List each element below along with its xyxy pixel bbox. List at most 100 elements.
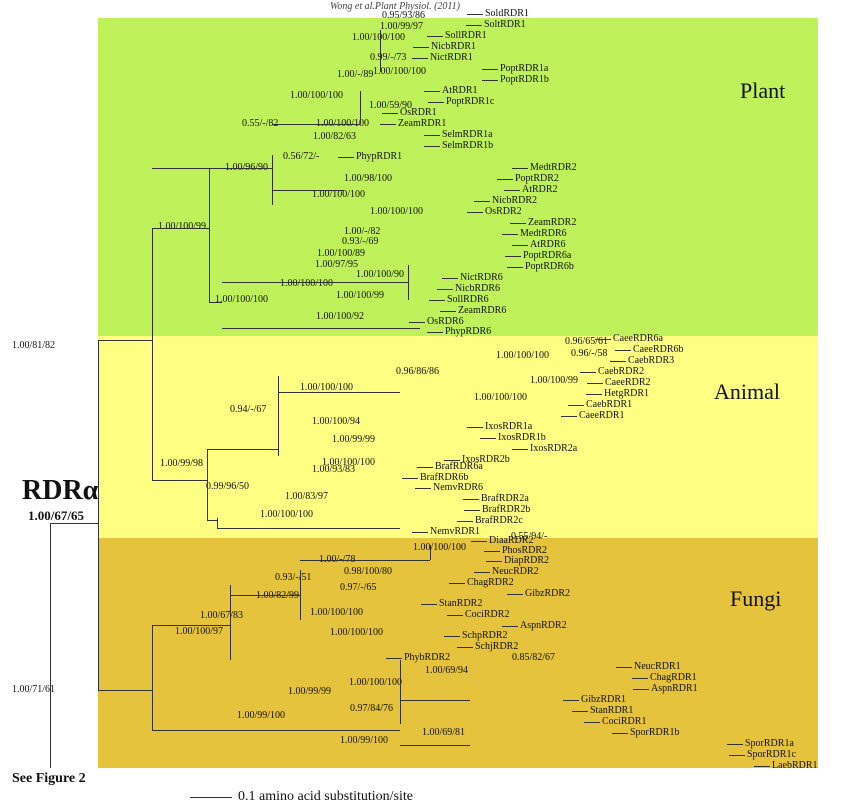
leaf-label: CaebRDR1 [586, 399, 633, 410]
leaf-label: AspnRDR2 [520, 620, 567, 631]
support-value: 1.00/100/100 [496, 350, 550, 361]
leaf-label: PoptRDR6b [525, 261, 574, 272]
leaf-branch [457, 521, 473, 522]
leaf-label: IxosRDR2a [530, 443, 578, 454]
support-value: 0.94/-/67 [230, 404, 267, 415]
leaf-label: SollRDR1 [445, 30, 487, 41]
leaf-branch [754, 766, 770, 767]
branch-vertical [98, 523, 99, 690]
leaf-branch [447, 615, 463, 616]
leaf-label: OsRDR2 [485, 206, 522, 217]
leaf-branch [386, 658, 402, 659]
leaf-branch [457, 647, 473, 648]
support-value: 1.00/100/100 [310, 607, 364, 618]
leaf-branch [449, 583, 465, 584]
support-value: 0.97/84/76 [350, 703, 394, 714]
leaf-branch [497, 179, 513, 180]
leaf-branch [409, 322, 425, 323]
branch-vertical [300, 570, 301, 620]
support-value: 1.00/99/98 [160, 458, 204, 469]
support-value: 1.00/82/63 [313, 131, 357, 142]
leaf-label: PhypRDR6 [445, 326, 492, 337]
leaf-label: SchjRDR2 [475, 641, 519, 652]
leaf-branch [633, 689, 649, 690]
leaf-branch [474, 572, 490, 573]
leaf-branch [444, 636, 460, 637]
leaf-branch [616, 667, 632, 668]
animal-region [98, 336, 818, 538]
leaf-label: ZeamRDR6 [458, 305, 507, 316]
leaf-label: CaeeRDR6b [633, 344, 684, 355]
leaf-branch [464, 510, 480, 511]
fungi-group-label: Fungi [730, 586, 782, 611]
leaf-label: CaebRDR3 [628, 355, 675, 366]
leaf-branch [484, 551, 500, 552]
root-connector [50, 523, 98, 524]
leaf-branch [424, 146, 440, 147]
support-value: 1.00/97/95 [315, 259, 359, 270]
leaf-branch [727, 744, 743, 745]
branch-horizontal [207, 449, 278, 450]
leaf-label: PoptRDR1b [500, 74, 549, 85]
support-value: 1.00/100/100 [330, 627, 384, 638]
support-value: 1.00/82/99 [256, 591, 299, 601]
leaf-label: NictRDR1 [430, 52, 473, 63]
leaf-branch [561, 416, 577, 417]
leaf-label: IxosRDR2b [462, 454, 510, 465]
leaf-label: BrafRDR2b [482, 504, 531, 515]
leaf-label: CociRDR2 [465, 609, 510, 620]
leaf-branch [467, 427, 483, 428]
citation-header: Wong et al.Plant Physiol. (2011) [330, 1, 460, 12]
support-value: 0.99/-/73 [370, 52, 407, 63]
leaf-label: GibzRDR2 [525, 588, 570, 599]
leaf-branch [512, 168, 528, 169]
support-value: 1.00/93/83 [312, 464, 356, 475]
branch-vertical [152, 228, 153, 480]
support-value: 1.00/71/61 [12, 684, 56, 695]
leaf-label: DiaaRDR2 [489, 535, 534, 546]
leaf-branch [586, 394, 602, 395]
support-value: 0.56/72/- [283, 151, 320, 162]
branch-horizontal [278, 392, 400, 393]
leaf-label: SollRDR6 [447, 294, 489, 305]
branch-horizontal [98, 690, 152, 691]
leaf-label: PhybRDR2 [404, 652, 451, 663]
leaf-branch [474, 201, 490, 202]
leaf-branch [412, 58, 428, 59]
branch-horizontal [400, 745, 470, 746]
branch-vertical [360, 91, 361, 124]
leaf-label: PhosRDR2 [502, 545, 548, 556]
leaf-label: PoptRDR2 [515, 173, 559, 184]
rdr-alpha-label: RDRα [22, 475, 99, 506]
leaf-label: OsRDR1 [400, 107, 437, 118]
support-value: 1.00/100/89 [317, 248, 366, 259]
leaf-label: ZeamRDR2 [528, 217, 577, 228]
leaf-branch [587, 383, 603, 384]
leaf-branch [572, 711, 588, 712]
leaf-branch [502, 626, 518, 627]
leaf-label: SelmRDR1b [442, 140, 494, 151]
support-value: 1.00/100/97 [175, 626, 224, 637]
root-stem [50, 523, 51, 768]
support-value: 1.00/100/100 [370, 206, 424, 217]
leaf-branch [440, 311, 456, 312]
support-value: 1.00/99/97 [380, 21, 424, 32]
support-value: 0.85/82/67 [512, 652, 556, 663]
support-value: 0.96/-/58 [571, 348, 608, 359]
leaf-label: CaeeRDR1 [579, 410, 625, 421]
leaf-label: AtRDR2 [522, 184, 558, 195]
leaf-branch [595, 339, 611, 340]
leaf-label: BrafRDR6b [420, 472, 469, 483]
see-figure-link[interactable]: See Figure 2 [12, 771, 86, 786]
support-value: 1.00/99/100 [237, 710, 286, 721]
branch-horizontal [152, 480, 207, 481]
leaf-branch [480, 438, 496, 439]
support-value: 1.00/100/100 [312, 189, 366, 200]
support-value: 1.00/100/100 [349, 677, 403, 688]
leaf-branch [467, 212, 483, 213]
leaf-branch [424, 91, 440, 92]
support-value: 0.55/-/82 [242, 118, 279, 129]
branch-horizontal [222, 282, 408, 283]
support-value: 1.00/69/81 [422, 727, 466, 738]
leaf-branch [471, 541, 487, 542]
